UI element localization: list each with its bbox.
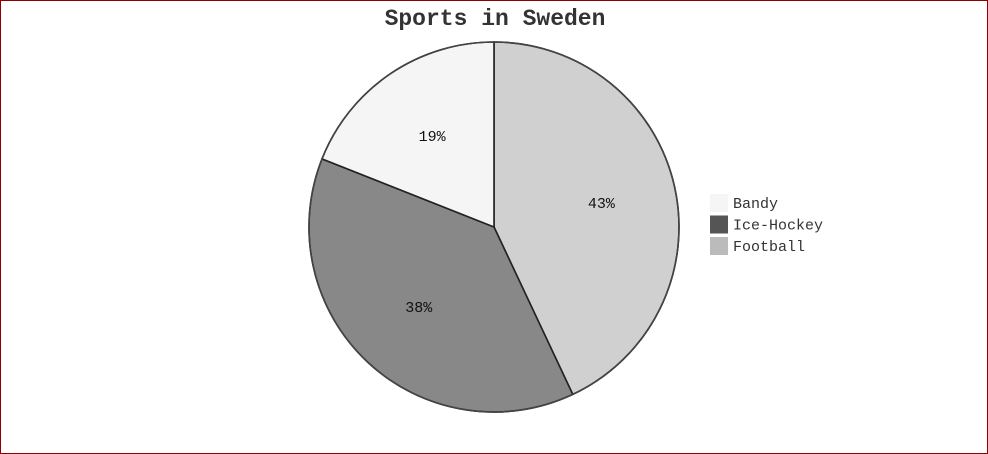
slice-label-bandy: 19% — [419, 129, 447, 146]
slice-label-football: 43% — [588, 196, 616, 213]
legend-swatch-ice-hockey — [710, 215, 728, 234]
pie-slice-labels: 43% 38% 19% — [405, 129, 616, 317]
legend-label-bandy: Bandy — [733, 196, 778, 213]
pie-outline — [308, 41, 680, 413]
legend-label-ice-hockey: Ice-Hockey — [733, 218, 823, 235]
legend-swatch-bandy — [710, 194, 728, 212]
legend-label-football: Football — [733, 239, 805, 256]
slice-label-ice-hockey: 38% — [405, 300, 433, 317]
legend: Bandy Ice-Hockey Football — [710, 194, 823, 256]
pie-slices — [308, 41, 680, 413]
legend-swatch-football — [710, 237, 728, 255]
chart-title: Sports in Sweden — [384, 6, 606, 32]
